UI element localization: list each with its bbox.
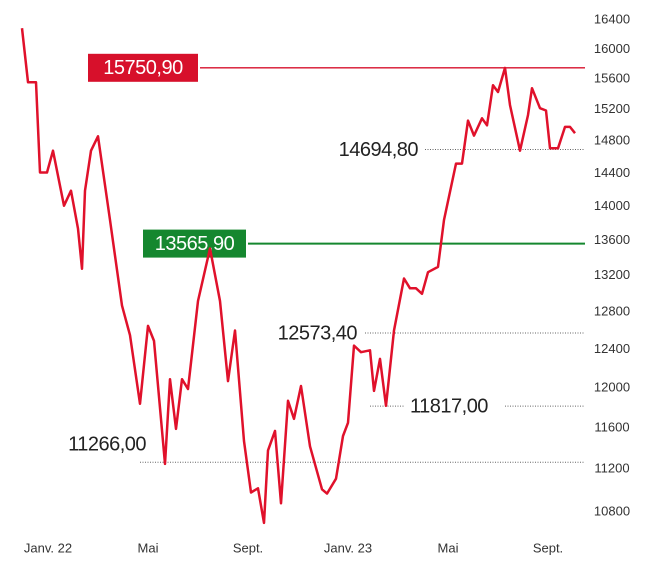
y-tick-label: 12000 (594, 379, 630, 394)
y-tick-label: 16400 (594, 12, 630, 27)
y-tick-label: 13200 (594, 267, 630, 282)
reference-label: 12573,40 (278, 322, 358, 344)
y-tick-label: 16000 (594, 41, 630, 56)
reference-label: 14694,80 (339, 139, 419, 161)
reference-label: 15750,90 (103, 57, 183, 79)
x-tick-label: Janv. 22 (24, 540, 72, 555)
x-tick-label: Janv. 23 (324, 540, 372, 555)
y-tick-label: 10800 (594, 503, 630, 518)
y-tick-label: 14800 (594, 133, 630, 148)
label-box (88, 53, 198, 82)
label-box (143, 229, 246, 258)
x-tick-label: Mai (138, 540, 159, 555)
y-tick-label: 12800 (594, 303, 630, 318)
y-tick-label: 15200 (594, 101, 630, 116)
y-tick-label: 14000 (594, 198, 630, 213)
x-tick-label: Sept. (533, 540, 563, 555)
price-line (20, 28, 576, 525)
y-tick-label: 11600 (594, 419, 629, 434)
y-tick-label: 15600 (594, 71, 630, 86)
y-tick-label: 11200 (594, 461, 629, 476)
reference-label: 13565,90 (155, 233, 235, 255)
y-tick-label: 14400 (594, 165, 630, 180)
y-tick-label: 13600 (594, 232, 630, 247)
x-tick-label: Sept. (233, 540, 263, 555)
y-tick-label: 12400 (594, 341, 630, 356)
reference-label: 11266,00 (68, 434, 146, 456)
x-tick-label: Mai (438, 540, 459, 555)
reference-label: 11817,00 (410, 395, 488, 417)
